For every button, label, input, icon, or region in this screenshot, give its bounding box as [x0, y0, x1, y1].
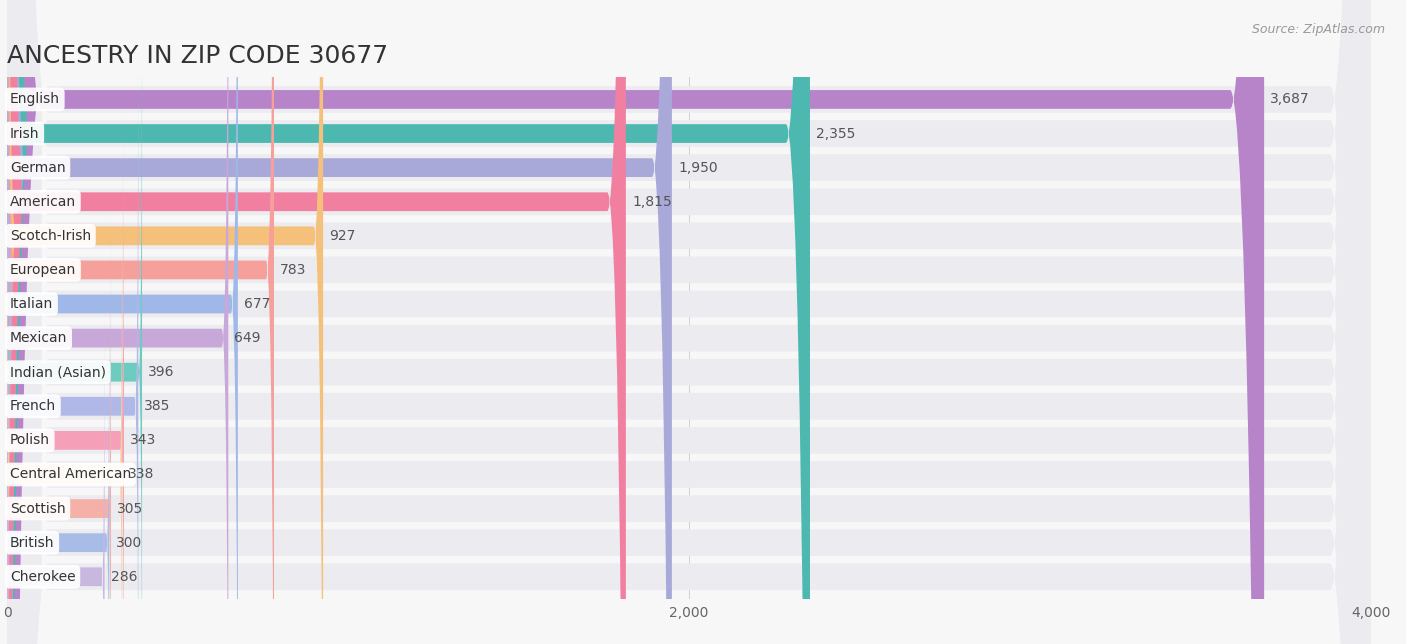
- Text: Italian: Italian: [10, 297, 53, 311]
- Text: ANCESTRY IN ZIP CODE 30677: ANCESTRY IN ZIP CODE 30677: [7, 44, 388, 68]
- Text: British: British: [10, 536, 55, 550]
- FancyBboxPatch shape: [7, 0, 626, 644]
- Text: Scottish: Scottish: [10, 502, 66, 516]
- FancyBboxPatch shape: [7, 0, 810, 644]
- FancyBboxPatch shape: [7, 0, 1371, 644]
- FancyBboxPatch shape: [7, 206, 111, 644]
- FancyBboxPatch shape: [7, 0, 323, 644]
- Text: 1,815: 1,815: [633, 194, 672, 209]
- FancyBboxPatch shape: [7, 0, 1371, 644]
- Text: 783: 783: [280, 263, 307, 277]
- Text: German: German: [10, 160, 66, 175]
- Text: 396: 396: [148, 365, 174, 379]
- FancyBboxPatch shape: [7, 0, 1371, 644]
- Text: 649: 649: [235, 331, 262, 345]
- FancyBboxPatch shape: [7, 0, 1371, 644]
- Text: 305: 305: [117, 502, 143, 516]
- FancyBboxPatch shape: [7, 0, 1371, 644]
- Text: 385: 385: [145, 399, 170, 413]
- FancyBboxPatch shape: [7, 0, 1371, 644]
- Text: 300: 300: [115, 536, 142, 550]
- Text: 343: 343: [131, 433, 156, 448]
- Text: 2,355: 2,355: [815, 126, 855, 140]
- FancyBboxPatch shape: [7, 0, 1371, 644]
- FancyBboxPatch shape: [7, 0, 228, 644]
- FancyBboxPatch shape: [7, 0, 238, 644]
- FancyBboxPatch shape: [7, 0, 1371, 644]
- FancyBboxPatch shape: [7, 99, 124, 644]
- Text: Mexican: Mexican: [10, 331, 67, 345]
- FancyBboxPatch shape: [7, 0, 1371, 644]
- FancyBboxPatch shape: [7, 0, 274, 644]
- Text: Indian (Asian): Indian (Asian): [10, 365, 105, 379]
- FancyBboxPatch shape: [7, 0, 1371, 644]
- FancyBboxPatch shape: [7, 0, 1371, 644]
- Text: Cherokee: Cherokee: [10, 570, 76, 583]
- Text: European: European: [10, 263, 76, 277]
- Text: Scotch-Irish: Scotch-Irish: [10, 229, 91, 243]
- FancyBboxPatch shape: [7, 138, 122, 644]
- FancyBboxPatch shape: [7, 0, 1371, 644]
- FancyBboxPatch shape: [7, 0, 1371, 644]
- Text: 677: 677: [245, 297, 270, 311]
- FancyBboxPatch shape: [7, 0, 142, 644]
- Text: American: American: [10, 194, 76, 209]
- FancyBboxPatch shape: [7, 0, 672, 644]
- Text: English: English: [10, 93, 60, 106]
- Text: 1,950: 1,950: [678, 160, 717, 175]
- Text: French: French: [10, 399, 56, 413]
- Text: Central American: Central American: [10, 468, 131, 482]
- FancyBboxPatch shape: [7, 294, 104, 644]
- FancyBboxPatch shape: [7, 22, 138, 644]
- Text: 338: 338: [128, 468, 155, 482]
- Text: Polish: Polish: [10, 433, 49, 448]
- Text: 3,687: 3,687: [1270, 93, 1310, 106]
- FancyBboxPatch shape: [7, 0, 1371, 644]
- FancyBboxPatch shape: [7, 245, 110, 644]
- Text: 286: 286: [111, 570, 138, 583]
- Text: Source: ZipAtlas.com: Source: ZipAtlas.com: [1251, 23, 1385, 35]
- Text: 927: 927: [329, 229, 356, 243]
- FancyBboxPatch shape: [7, 0, 1264, 644]
- FancyBboxPatch shape: [7, 0, 1371, 644]
- Text: Irish: Irish: [10, 126, 39, 140]
